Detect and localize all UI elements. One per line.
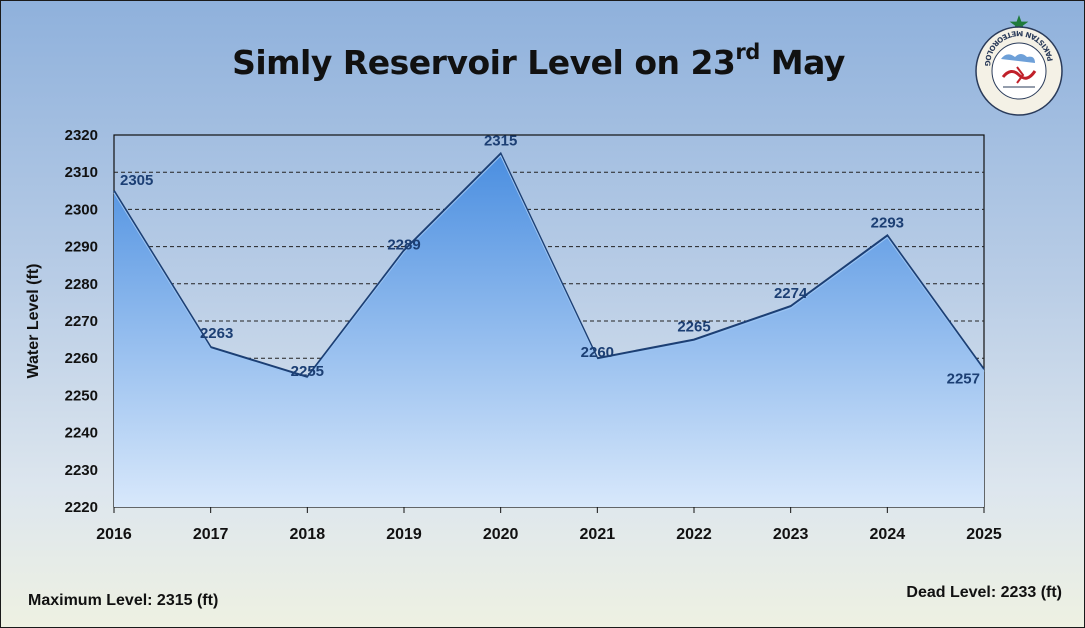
x-tick-label: 2016	[96, 526, 132, 543]
maximum-level-note: Maximum Level: 2315 (ft)	[28, 592, 219, 609]
data-label: 2293	[871, 214, 904, 231]
y-tick-label: 2240	[65, 425, 98, 442]
x-tick-label: 2019	[386, 526, 422, 543]
logo-star-icon	[1009, 15, 1029, 33]
data-label: 2260	[581, 344, 614, 361]
title-end: May	[759, 43, 846, 82]
y-tick-label: 2310	[65, 164, 98, 181]
x-tick-label: 2024	[870, 526, 906, 543]
x-tick-label: 2021	[580, 526, 616, 543]
data-label: 2274	[774, 285, 808, 302]
data-label: 2315	[484, 133, 517, 150]
pmd-logo: PAKISTAN METEOROLOGICAL DEPARTMENT	[973, 13, 1063, 116]
data-label: 2289	[387, 236, 420, 253]
y-tick-label: 2220	[65, 499, 98, 516]
y-tick-label: 2320	[65, 127, 98, 144]
dead-level-note: Dead Level: 2233 (ft)	[906, 584, 1062, 601]
y-tick-label: 2260	[65, 350, 98, 367]
y-tick-label: 2250	[65, 387, 98, 404]
series-area	[114, 153, 984, 507]
x-tick-label: 2020	[483, 526, 519, 543]
x-tick-label: 2023	[773, 526, 809, 543]
chart-title: Simly Reservoir Level on 23rd May	[1, 40, 1076, 82]
y-tick-label: 2230	[65, 462, 98, 479]
data-label: 2255	[291, 363, 324, 380]
data-label: 2265	[677, 319, 710, 336]
x-tick-label: 2018	[290, 526, 326, 543]
data-label: 2263	[200, 325, 233, 342]
y-tick-label: 2300	[65, 201, 98, 218]
data-label: 2305	[120, 172, 153, 189]
series-line-highlight	[113, 154, 985, 380]
y-tick-label: 2270	[65, 313, 98, 330]
x-tick-label: 2022	[676, 526, 712, 543]
title-superscript: rd	[735, 40, 760, 64]
x-tick-label: 2017	[193, 526, 229, 543]
series-line	[113, 151, 985, 378]
y-tick-label: 2280	[65, 276, 98, 293]
y-tick-label: 2290	[65, 239, 98, 256]
x-tick-label: 2025	[966, 526, 1002, 543]
data-label: 2257	[947, 370, 980, 387]
title-main: Simly Reservoir Level on 23	[232, 43, 736, 82]
y-axis-title: Water Level (ft)	[25, 264, 42, 379]
